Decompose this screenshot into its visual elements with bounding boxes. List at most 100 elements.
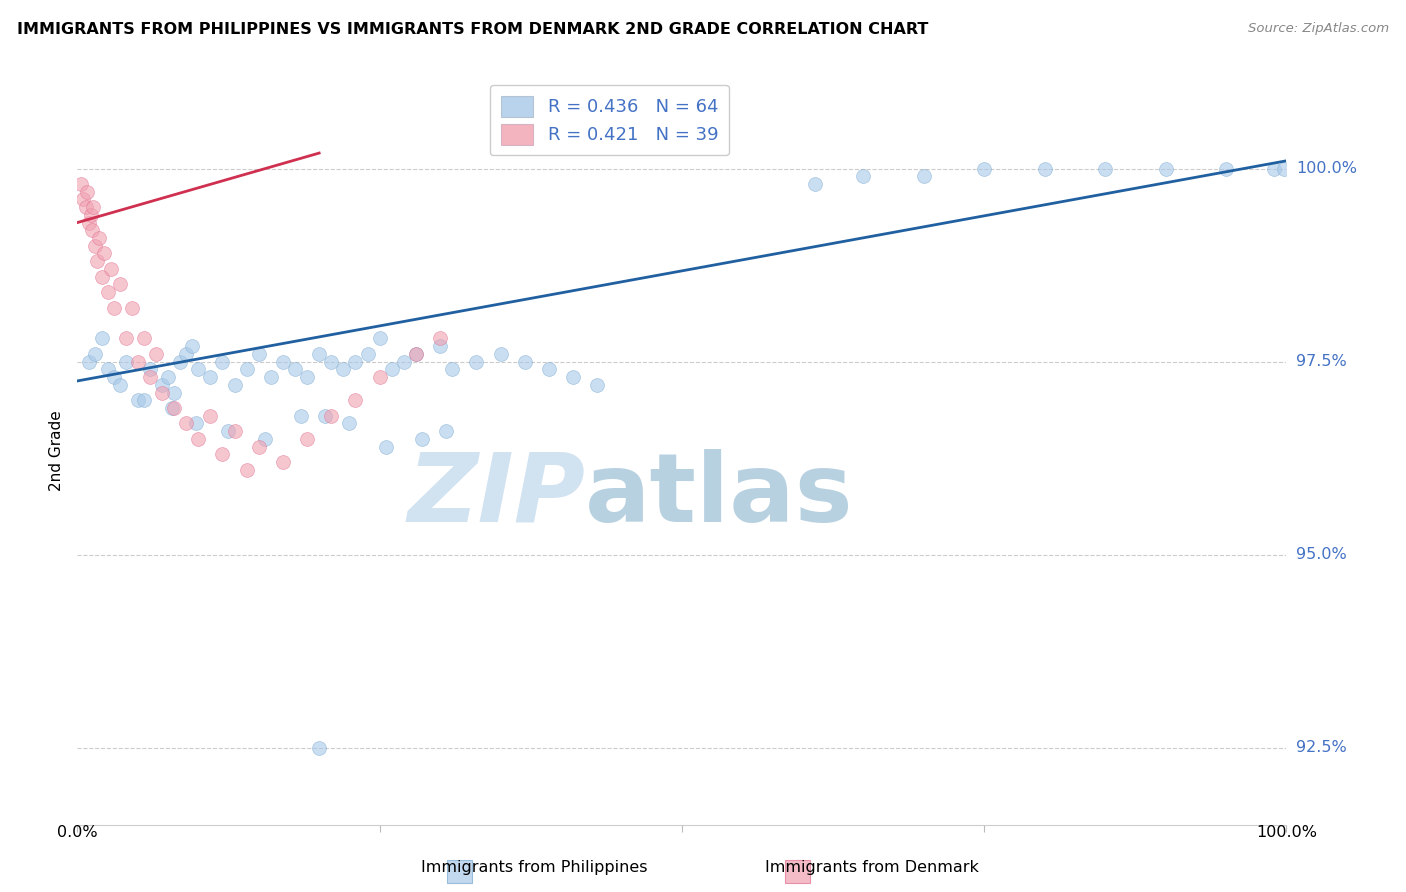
Point xyxy=(84,347,107,361)
Point xyxy=(356,347,378,361)
Point xyxy=(174,417,197,431)
Text: ZIP: ZIP xyxy=(408,449,585,542)
Text: atlas: atlas xyxy=(585,449,853,542)
Point xyxy=(103,301,125,315)
Point xyxy=(114,331,136,345)
Point xyxy=(308,740,330,755)
Point xyxy=(160,401,183,415)
Text: 97.5%: 97.5% xyxy=(1296,354,1347,369)
Point xyxy=(79,354,101,368)
Point xyxy=(70,177,93,191)
Point xyxy=(200,409,222,423)
Point xyxy=(224,424,246,438)
Point xyxy=(434,424,457,438)
Point xyxy=(405,347,427,361)
Point xyxy=(271,455,294,469)
Point xyxy=(127,354,149,368)
Text: Immigrants from Philippines: Immigrants from Philippines xyxy=(420,861,648,875)
Point xyxy=(562,370,585,384)
Point xyxy=(1033,161,1056,176)
Point xyxy=(321,354,343,368)
Point xyxy=(339,417,360,431)
Y-axis label: 2nd Grade: 2nd Grade xyxy=(49,410,65,491)
Point xyxy=(368,331,391,345)
Point xyxy=(224,377,246,392)
Point xyxy=(537,362,560,376)
Point xyxy=(368,370,391,384)
Point xyxy=(181,339,204,353)
Point xyxy=(344,393,367,408)
Point xyxy=(441,362,464,376)
Point xyxy=(84,239,107,253)
Point xyxy=(290,409,312,423)
Point xyxy=(1215,161,1237,176)
Point xyxy=(108,277,131,292)
Point xyxy=(852,169,875,184)
Point xyxy=(90,331,112,345)
Point xyxy=(344,354,367,368)
Point xyxy=(586,377,609,392)
Text: 100.0%: 100.0% xyxy=(1256,825,1317,840)
Point xyxy=(295,370,318,384)
Point xyxy=(973,161,995,176)
Point xyxy=(96,362,118,376)
Text: 100.0%: 100.0% xyxy=(1296,161,1357,176)
Point xyxy=(804,177,827,191)
Point xyxy=(157,370,180,384)
Point xyxy=(1094,161,1116,176)
Point xyxy=(86,254,108,268)
Point xyxy=(87,231,110,245)
Point xyxy=(72,193,94,207)
Point xyxy=(132,393,155,408)
Point xyxy=(211,447,233,461)
Point xyxy=(308,347,330,361)
Point xyxy=(79,208,101,222)
Point xyxy=(271,354,294,368)
Point xyxy=(332,362,354,376)
Point xyxy=(1272,161,1295,176)
Point xyxy=(76,185,98,199)
Point xyxy=(1263,161,1285,176)
Point xyxy=(465,354,488,368)
Point xyxy=(253,432,276,446)
Point xyxy=(1154,161,1177,176)
Point xyxy=(79,216,101,230)
Text: Source: ZipAtlas.com: Source: ZipAtlas.com xyxy=(1249,22,1389,36)
Point xyxy=(139,362,162,376)
Point xyxy=(150,385,173,400)
Point xyxy=(381,362,404,376)
Point xyxy=(235,463,257,477)
Point xyxy=(429,331,451,345)
Point xyxy=(93,246,115,260)
Point xyxy=(187,362,209,376)
Point xyxy=(429,339,451,353)
Point xyxy=(174,347,197,361)
Point xyxy=(75,200,97,214)
Point xyxy=(247,440,270,454)
Point xyxy=(127,393,149,408)
Point xyxy=(169,354,191,368)
Point xyxy=(184,417,207,431)
Point xyxy=(108,377,131,392)
Point xyxy=(82,200,104,214)
Point xyxy=(145,347,167,361)
Point xyxy=(121,301,143,315)
Point xyxy=(163,385,186,400)
Point xyxy=(489,347,512,361)
Point xyxy=(235,362,257,376)
Point xyxy=(218,424,240,438)
Point xyxy=(150,377,173,392)
Point xyxy=(295,432,318,446)
Text: 0.0%: 0.0% xyxy=(58,825,97,840)
Point xyxy=(912,169,935,184)
Point xyxy=(80,223,103,237)
Point xyxy=(187,432,209,446)
Point xyxy=(100,261,122,276)
Text: Immigrants from Denmark: Immigrants from Denmark xyxy=(765,861,979,875)
Text: 95.0%: 95.0% xyxy=(1296,547,1347,562)
Point xyxy=(163,401,186,415)
Point xyxy=(90,269,112,284)
Text: 92.5%: 92.5% xyxy=(1296,740,1347,756)
Point xyxy=(374,440,396,454)
Point xyxy=(392,354,415,368)
